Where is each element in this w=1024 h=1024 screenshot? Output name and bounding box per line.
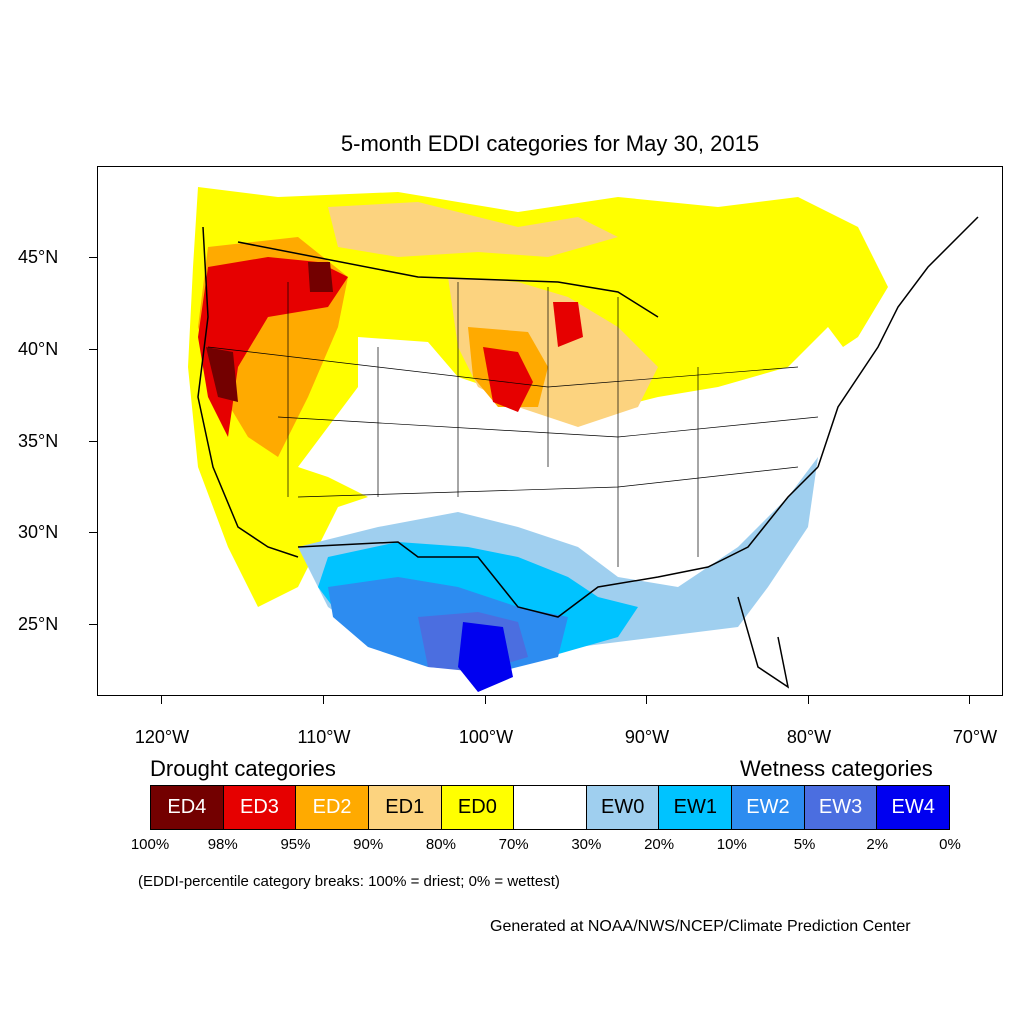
lat-tick	[89, 441, 97, 442]
region-ed3-nw	[198, 257, 348, 437]
legend-swatch-ew3: EW3	[804, 786, 878, 829]
lat-label: 25°N	[18, 614, 59, 634]
lat-label: 35°N	[18, 431, 59, 451]
region-ed4-nw	[308, 262, 333, 292]
lat-label: 45°N	[18, 247, 59, 267]
lat-tick	[89, 624, 97, 625]
legend-break-label: 20%	[644, 836, 675, 853]
legend-break-label: 100%	[130, 836, 170, 853]
region-ed4-ca	[206, 347, 238, 402]
legend-swatch-ew1: EW1	[659, 786, 733, 829]
eddi-map	[188, 187, 979, 692]
wetness-heading: Wetness categories	[740, 756, 933, 781]
legend-break-label: 70%	[498, 836, 529, 853]
region-ed3-plains	[483, 347, 533, 412]
legend-swatch-ew4: EW4	[877, 786, 950, 829]
legend-break-label: 80%	[425, 836, 456, 853]
legend-break-label: 2%	[866, 836, 889, 853]
legend-break-label: 90%	[353, 836, 384, 853]
legend-break-label: 0%	[939, 836, 961, 853]
lon-tick	[485, 696, 486, 704]
boundary-lines	[197, 216, 979, 689]
legend-break-label: 10%	[716, 836, 747, 853]
region-ed3-mn	[553, 302, 583, 347]
legend-swatch-normal	[514, 786, 587, 829]
legend-swatch-ew0: EW0	[586, 786, 660, 829]
legend-swatch-ew2: EW2	[732, 786, 805, 829]
legend-swatch-ed2: ED2	[296, 786, 369, 829]
lon-label: 80°W	[786, 727, 832, 747]
state-lines	[207, 282, 819, 567]
legend-break-label: 95%	[280, 836, 311, 853]
lon-tick	[323, 696, 324, 704]
lon-label: 70°W	[952, 727, 998, 747]
lon-tick	[646, 696, 647, 704]
credit-line: Generated at NOAA/NWS/NCEP/Climate Predi…	[490, 918, 911, 935]
lat-tick	[89, 257, 97, 258]
lon-label: 90°W	[624, 727, 670, 747]
lon-tick	[969, 696, 970, 704]
lon-label: 100°W	[458, 727, 514, 747]
legend-colorbar: ED4 ED3 ED2 ED1 ED0 EW0 EW1 EW2 EW3 EW4	[150, 785, 950, 830]
lon-label: 110°W	[297, 727, 351, 747]
lon-tick	[808, 696, 809, 704]
lon-label: 120°W	[134, 727, 190, 747]
lat-label: 40°N	[18, 339, 59, 359]
legend-swatch-ed4: ED4	[151, 786, 224, 829]
lon-tick	[161, 696, 162, 704]
lat-label: 30°N	[18, 522, 59, 542]
lat-tick	[89, 349, 97, 350]
lat-tick	[89, 532, 97, 533]
map-title: 5-month EDDI categories for May 30, 2015	[340, 131, 760, 156]
region-ed1-north	[328, 202, 618, 257]
legend-break-label: 30%	[571, 836, 602, 853]
region-normal-center	[298, 327, 858, 567]
drought-heading: Drought categories	[150, 756, 336, 781]
map-area	[97, 166, 1003, 696]
region-ew4-texas	[458, 622, 513, 692]
legend-note: (EDDI-percentile category breaks: 100% =…	[138, 873, 560, 890]
legend-break-label: 5%	[793, 836, 816, 853]
legend-break-label: 98%	[207, 836, 238, 853]
legend-swatch-ed0: ED0	[441, 786, 515, 829]
legend-swatch-ed3: ED3	[223, 786, 297, 829]
legend-swatch-ed1: ED1	[368, 786, 442, 829]
